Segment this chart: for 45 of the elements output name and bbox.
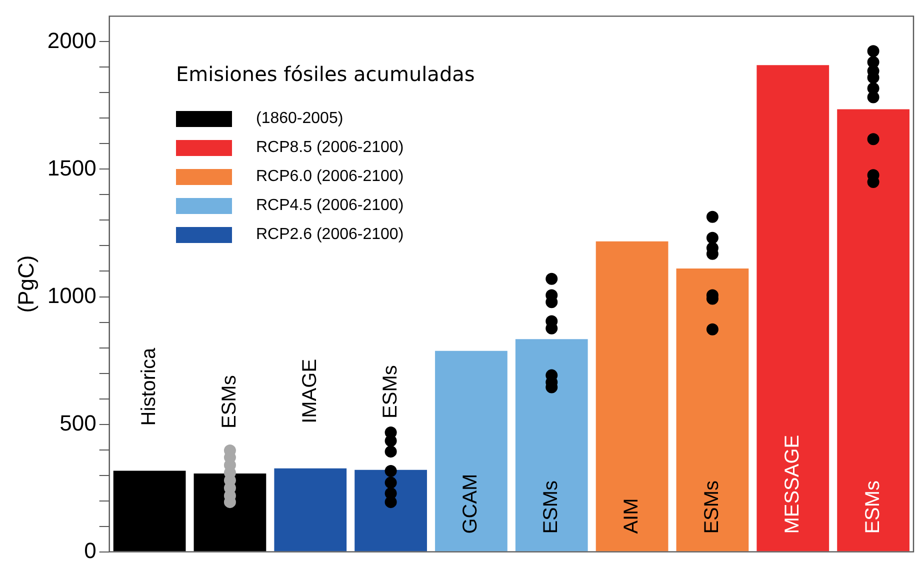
y-axis-title: (PgC)	[13, 255, 38, 313]
legend-label: (1860-2005)	[256, 110, 344, 128]
bar	[837, 109, 910, 552]
bar	[194, 474, 266, 552]
y-tick-label: 500	[60, 410, 96, 436]
bar	[435, 350, 508, 552]
bar	[756, 65, 830, 552]
point	[867, 82, 880, 94]
bar	[113, 470, 186, 552]
point	[706, 210, 718, 223]
legend-title: Emisiones fósiles acumuladas	[176, 62, 475, 86]
x-tick-label: MESSAGE	[781, 434, 804, 534]
y-tick-label: 0	[84, 538, 96, 563]
x-tick-label: AIM	[620, 498, 643, 534]
x-tick-label: Historica	[138, 347, 160, 426]
point	[706, 323, 718, 336]
point	[867, 45, 880, 58]
x-tick-label: ESMs	[700, 480, 723, 534]
legend-label: RCP4.5 (2006-2100)	[256, 196, 404, 214]
bar	[515, 339, 588, 552]
point	[384, 426, 397, 438]
point	[706, 232, 718, 244]
x-tick-label: IMAGE	[298, 358, 321, 424]
point	[867, 133, 880, 146]
legend-label: RCP2.6 (2006-2100)	[256, 226, 404, 244]
y-tick-label: 1000	[47, 282, 96, 308]
point	[867, 56, 880, 68]
bar	[596, 241, 668, 552]
point	[384, 476, 397, 489]
point	[384, 446, 397, 458]
bar	[274, 468, 347, 552]
y-tick-label: 1500	[47, 155, 96, 180]
point	[384, 464, 397, 477]
x-tick-label: ESMs	[862, 480, 884, 534]
x-tick-label: GCAM	[460, 474, 482, 534]
point	[546, 272, 558, 285]
x-tick-label: ESMs	[379, 365, 402, 418]
y-tick-label: 2000	[47, 28, 96, 53]
legend-label: RCP6.0 (2006-2100)	[256, 168, 404, 186]
bar	[354, 470, 427, 552]
point	[384, 487, 397, 500]
legend-label: RCP8.5 (2006-2100)	[256, 138, 404, 156]
x-tick-label: ESMs	[540, 480, 562, 534]
x-tick-label: ESMs	[218, 375, 240, 428]
bar	[676, 268, 749, 552]
